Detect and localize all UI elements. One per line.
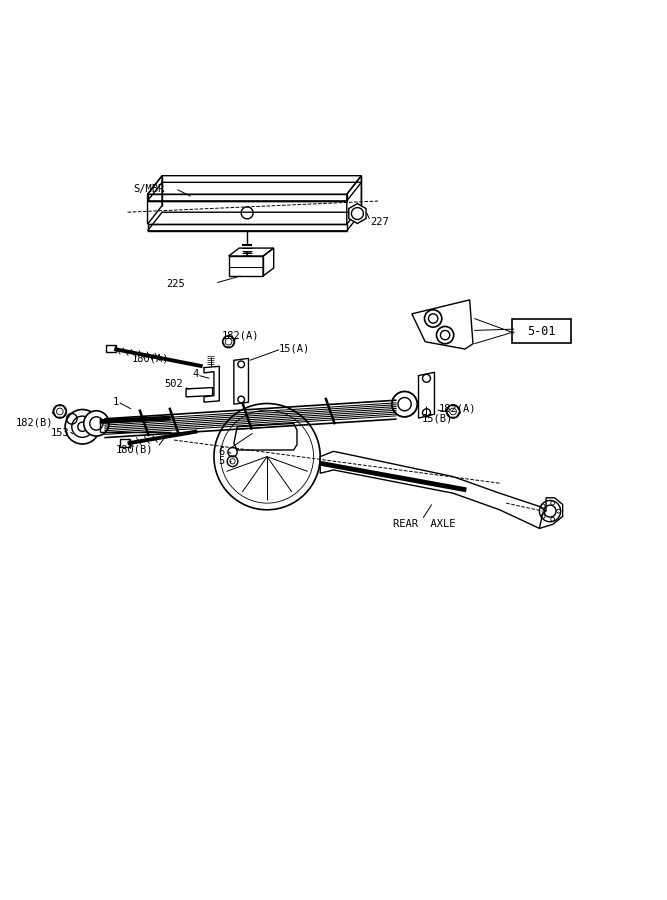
Text: 182(A): 182(A) — [222, 331, 259, 341]
Text: 5-01: 5-01 — [527, 325, 556, 338]
Polygon shape — [320, 451, 546, 528]
Bar — [119, 439, 129, 446]
Polygon shape — [349, 203, 366, 223]
Text: 180(B): 180(B) — [115, 445, 153, 455]
Text: 6: 6 — [218, 447, 224, 457]
Text: 182(A): 182(A) — [438, 404, 476, 414]
Text: 5: 5 — [218, 456, 224, 466]
Polygon shape — [234, 423, 297, 450]
Text: 502: 502 — [164, 379, 183, 389]
Text: 1: 1 — [113, 397, 119, 407]
Circle shape — [223, 336, 235, 347]
Text: 182(B): 182(B) — [16, 417, 53, 428]
Polygon shape — [412, 300, 473, 349]
Circle shape — [392, 392, 417, 417]
Text: 227: 227 — [370, 217, 389, 227]
Polygon shape — [418, 373, 434, 418]
Circle shape — [53, 405, 67, 418]
Text: REAR  AXLE: REAR AXLE — [394, 519, 456, 529]
Bar — [106, 345, 116, 353]
Polygon shape — [204, 366, 219, 402]
Text: 15(A): 15(A) — [279, 344, 310, 354]
Circle shape — [84, 410, 109, 436]
FancyBboxPatch shape — [512, 320, 572, 343]
Bar — [229, 256, 263, 276]
Text: 4: 4 — [193, 369, 199, 379]
Circle shape — [436, 327, 454, 344]
Polygon shape — [540, 498, 563, 528]
Text: 180(A): 180(A) — [131, 354, 169, 364]
Polygon shape — [234, 358, 249, 404]
Circle shape — [65, 410, 99, 444]
Polygon shape — [186, 388, 213, 397]
Text: 15(B): 15(B) — [422, 414, 453, 424]
Circle shape — [214, 403, 320, 509]
Circle shape — [446, 405, 460, 418]
Text: 153: 153 — [51, 428, 70, 438]
Text: S/MBR: S/MBR — [133, 184, 164, 194]
Text: 225: 225 — [166, 279, 185, 289]
Circle shape — [424, 310, 442, 327]
Circle shape — [392, 392, 417, 417]
